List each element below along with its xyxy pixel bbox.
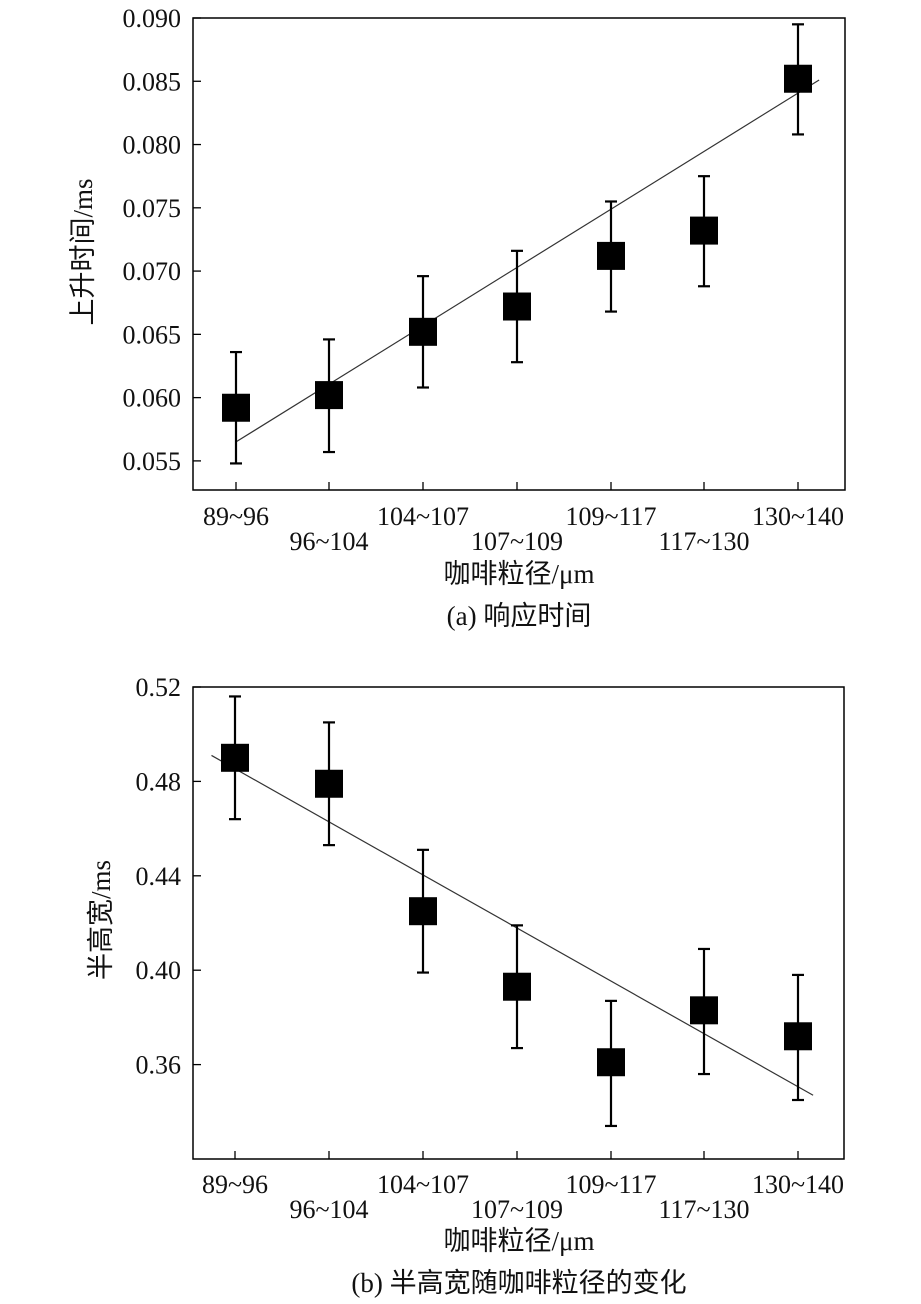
chart-b-points (221, 695, 812, 1128)
data-point-marker (690, 996, 718, 1025)
data-point-marker (409, 897, 437, 926)
data-point-marker (221, 743, 249, 772)
chart-a-response-time: 0.090 0.085 0.080 0.075 0.070 0.065 0.060 0.055… (68, 4, 846, 631)
data-point-marker (503, 972, 531, 1001)
chart-b-caption: (b) 半高宽随咖啡粒径的变化 (351, 1268, 686, 1298)
x-tick-label: 130~140 (752, 502, 844, 531)
x-tick-label: 89~96 (203, 502, 269, 531)
x-tick-label: 107~109 (471, 527, 563, 556)
x-tick-label: 117~130 (658, 1195, 749, 1224)
x-tick-label: 96~104 (289, 1195, 368, 1224)
chart-a-caption: (a) 响应时间 (447, 601, 592, 631)
x-tick-label: 117~130 (658, 527, 749, 556)
x-tick-label: 109~117 (565, 1170, 656, 1199)
chart-a-ylabel: 上升时间/ms (68, 178, 98, 325)
y-tick-label: 0.40 (136, 956, 182, 985)
chart-b-y-ticks: 0.52 0.48 0.44 0.40 0.36 (136, 673, 201, 1080)
y-tick-label: 0.52 (136, 673, 182, 702)
data-point-marker (409, 317, 437, 346)
x-tick-label: 107~109 (471, 1195, 563, 1224)
chart-b-x-ticks: 89~96 96~104 104~107107~109109~117117~1301… (202, 1151, 844, 1224)
data-point-marker (222, 393, 250, 422)
chart-b-fwhm: 0.520.480.440.400.36 89~9696~104104~1071… (86, 673, 845, 1298)
chart-b-plot-frame (192, 686, 845, 1160)
chart-b-ylabel: 半高宽/ms (86, 860, 116, 980)
data-point-marker (784, 1022, 812, 1051)
chart-b-xlabel: 咖啡粒径/μm (444, 1226, 595, 1256)
y-tick-label: 0.060 (123, 384, 182, 413)
x-tick-label: 130~140 (752, 1170, 844, 1199)
x-tick-label: 96~104 (289, 527, 368, 556)
y-tick-label: 0.085 (123, 67, 182, 96)
x-tick-label: 89~96 (202, 1170, 268, 1199)
y-tick-label: 0.075 (123, 194, 182, 223)
y-tick-label: 0.070 (123, 257, 182, 286)
x-tick-label: 104~107 (377, 502, 469, 531)
y-tick-label: 0.36 (136, 1051, 182, 1080)
data-point-marker (503, 292, 531, 321)
chart-a-y-ticks: 0.090 0.085 0.080 0.075 0.070 0.065 0.060 0.055 (123, 4, 201, 476)
chart-a-points (222, 23, 812, 465)
x-tick-label: 109~117 (565, 502, 656, 531)
x-tick-label: 104~107 (377, 1170, 469, 1199)
y-tick-label: 0.080 (123, 131, 182, 160)
y-tick-label: 0.48 (136, 767, 182, 796)
data-point-marker (690, 216, 718, 245)
data-point-marker (597, 1048, 625, 1077)
chart-a-x-ticks: 89~96 96~104 104~107107~109109~117117~1301… (203, 482, 844, 556)
chart-a-plot-frame (192, 17, 846, 491)
data-point-marker (597, 241, 625, 270)
y-tick-label: 0.090 (123, 4, 182, 33)
y-tick-label: 0.065 (123, 320, 182, 349)
data-point-marker (784, 64, 812, 93)
data-point-marker (315, 381, 343, 410)
y-tick-label: 0.44 (136, 862, 182, 891)
y-tick-label: 0.055 (123, 447, 182, 476)
chart-a-xlabel: 咖啡粒径/μm (444, 559, 595, 589)
data-point-marker (315, 769, 343, 798)
